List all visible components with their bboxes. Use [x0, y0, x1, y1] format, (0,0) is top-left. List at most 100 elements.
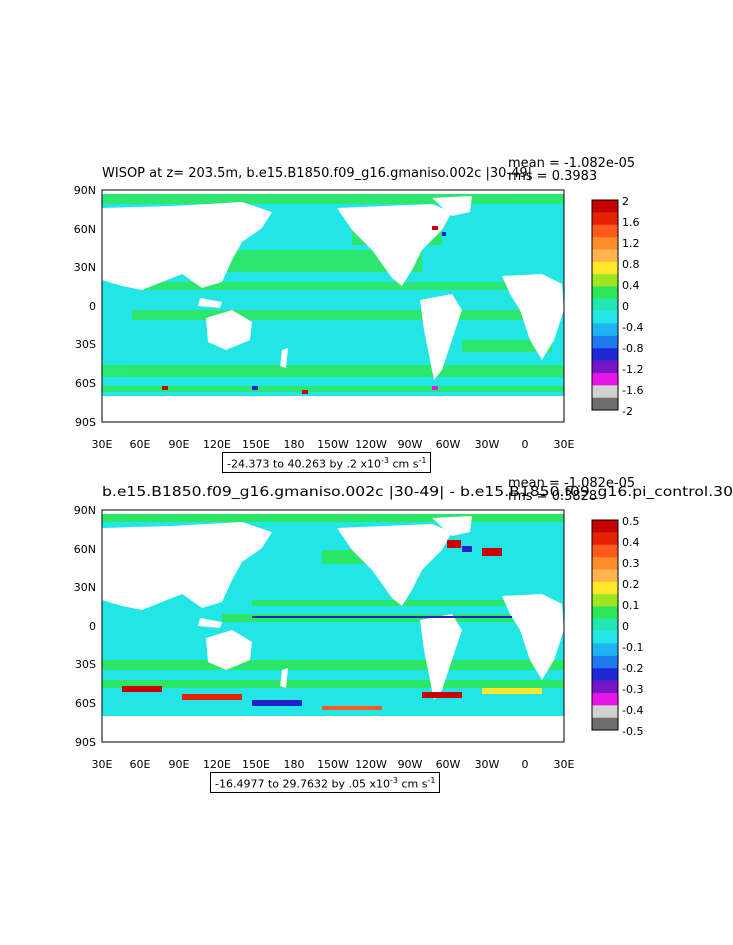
colorbar-label: 0.8	[622, 258, 640, 271]
colorbar-swatch	[592, 594, 618, 607]
colorbar-swatch	[592, 692, 618, 706]
lon-label: 90E	[169, 758, 190, 771]
lat-label: 90N	[74, 184, 96, 197]
panel-2-range-box: -16.4977 to 29.7632 by .05 x10-3 cm s-1	[210, 772, 441, 793]
lon-label: 30W	[475, 438, 500, 451]
colorbar-1	[591, 199, 619, 411]
colorbar-swatch	[592, 705, 618, 718]
lat-label: 90S	[75, 736, 96, 749]
colorbar-label: 0.3	[622, 557, 640, 570]
lon-label: 60W	[436, 758, 461, 771]
panel-2-units-tail: cm s	[401, 777, 428, 791]
colorbar-label: 0.4	[622, 536, 640, 549]
lat-label: 60S	[75, 377, 96, 390]
colorbar-swatch	[592, 261, 618, 275]
colorbar-2-labels: 0.5 0.4 0.3 0.2 0.1 0 -0.1 -0.2 -0.3 -0.…	[622, 515, 643, 738]
colorbar-swatch	[592, 655, 618, 669]
colorbar-swatch	[592, 631, 618, 644]
colorbar-swatch	[592, 348, 618, 361]
colorbar-label: -2	[622, 405, 633, 418]
map-1-land	[102, 190, 564, 422]
lon-label: 0	[522, 438, 529, 451]
lat-label: 60S	[75, 697, 96, 710]
lon-label: 150W	[317, 438, 349, 451]
colorbar-swatch	[592, 520, 618, 533]
lon-label: 90E	[169, 438, 190, 451]
lon-label: 60E	[130, 438, 151, 451]
panel-2-units-tail-exp: -1	[427, 776, 436, 785]
colorbar-label: 0	[622, 620, 629, 633]
panel-2-mean: mean = -1.082e-05	[508, 476, 635, 491]
lat-label: 0	[89, 620, 96, 633]
lon-label: 150E	[242, 758, 270, 771]
lat-label: 30S	[75, 658, 96, 671]
lon-label: 120W	[355, 758, 387, 771]
colorbar-2	[591, 519, 619, 731]
colorbar-swatch	[592, 532, 618, 545]
colorbar-swatch	[592, 237, 618, 250]
colorbar-swatch	[592, 286, 618, 300]
lon-label: 120E	[203, 758, 231, 771]
colorbar-swatch	[592, 680, 618, 694]
colorbar-swatch	[592, 668, 618, 681]
colorbar-frame	[591, 199, 619, 411]
colorbar-swatch	[592, 335, 618, 349]
colorbar-label: -0.5	[622, 725, 643, 738]
panel-1: mean = -1.082e-05 rms = 0.3983 WISOP at …	[0, 150, 733, 473]
colorbar-swatch	[592, 298, 618, 312]
panel-1-units-tail-exp: -1	[418, 456, 427, 465]
colorbar-swatch	[592, 200, 618, 213]
map-2-frame	[101, 509, 565, 743]
map-1	[101, 189, 565, 423]
colorbar-label: -0.4	[622, 704, 643, 717]
lat-label: 90S	[75, 416, 96, 429]
colorbar-swatch	[592, 249, 618, 263]
lon-label: 180	[284, 758, 305, 771]
colorbar-swatch	[592, 618, 618, 632]
colorbar-swatch	[592, 323, 618, 337]
colorbar-label: 0.2	[622, 578, 640, 591]
map-2-land	[102, 510, 564, 742]
colorbar-label: 0.5	[622, 515, 640, 528]
panel-2-rms: rms = 0.3828	[508, 489, 597, 504]
lon-label: 150W	[317, 758, 349, 771]
lat-label: 0	[89, 300, 96, 313]
lat-label: 90N	[74, 504, 96, 517]
colorbar-label: -0.8	[622, 342, 643, 355]
colorbar-swatch	[592, 372, 618, 386]
colorbar-swatch	[592, 397, 618, 411]
lat-label: 30N	[74, 261, 96, 274]
lon-label: 30E	[554, 758, 575, 771]
panel-1-range: -24.373 to 40.263 by .2	[227, 457, 357, 471]
lon-label: 30W	[475, 758, 500, 771]
lon-label: 120W	[355, 438, 387, 451]
panel-2-units-exp: -3	[389, 776, 398, 785]
lon-label: 90W	[398, 438, 423, 451]
colorbar-label: 0.4	[622, 279, 640, 292]
lon-label: 60W	[436, 438, 461, 451]
colorbar-swatch	[592, 224, 618, 238]
colorbar-label: 1.6	[622, 216, 640, 229]
lon-label: 60E	[130, 758, 151, 771]
colorbar-label: -0.1	[622, 641, 643, 654]
panel-2-title: b.e15.B1850.f09_g16.gmaniso.002c |30-49|…	[102, 485, 733, 500]
colorbar-label: 1.2	[622, 237, 640, 250]
map-2	[101, 509, 565, 743]
panel-1-svg: mean = -1.082e-05 rms = 0.3983 WISOP at …	[74, 156, 644, 451]
panel-2: mean = -1.082e-05 rms = 0.3828 b.e15.B18…	[0, 470, 733, 800]
panel-1-title: WISOP at z= 203.5m, b.e15.B1850.f09_g16.…	[102, 166, 532, 181]
lat-label: 30N	[74, 581, 96, 594]
panel-2-svg: mean = -1.082e-05 rms = 0.3828 b.e15.B18…	[74, 476, 733, 771]
colorbar-label: 0.1	[622, 599, 640, 612]
map-2-lat-labels: 90N 60N 30N 0 30S 60S 90S	[74, 504, 96, 749]
lon-label: 30E	[554, 438, 575, 451]
lon-label: 30E	[92, 758, 113, 771]
lon-label: 0	[522, 758, 529, 771]
panel-1-range-box: -24.373 to 40.263 by .2 x10-3 cm s-1	[222, 452, 432, 473]
colorbar-label: -0.3	[622, 683, 643, 696]
panel-1-mean: mean = -1.082e-05	[508, 156, 635, 171]
panel-1-rms: rms = 0.3983	[508, 169, 597, 184]
lon-label: 120E	[203, 438, 231, 451]
lon-label: 180	[284, 438, 305, 451]
colorbar-swatch	[592, 569, 618, 583]
